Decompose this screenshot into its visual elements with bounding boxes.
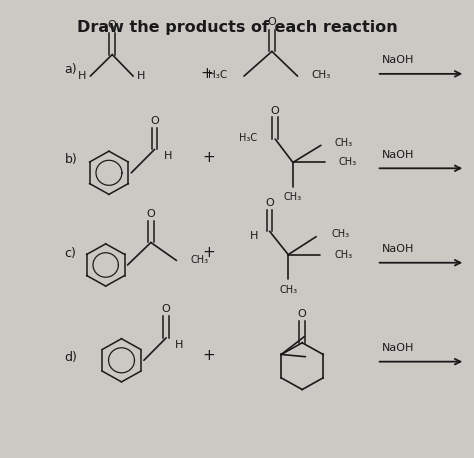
Text: H: H	[78, 71, 86, 81]
Text: d): d)	[65, 351, 78, 364]
Text: CH₃: CH₃	[284, 192, 302, 202]
Text: b): b)	[65, 153, 77, 166]
Text: CH₃: CH₃	[191, 256, 209, 266]
Text: Draw the products of each reaction: Draw the products of each reaction	[77, 20, 397, 35]
Text: NaOH: NaOH	[382, 244, 414, 254]
Text: +: +	[201, 66, 213, 82]
Text: NaOH: NaOH	[382, 150, 414, 160]
Text: CH₃: CH₃	[335, 138, 353, 148]
Text: H: H	[164, 151, 172, 161]
Text: +: +	[203, 150, 216, 165]
Text: O: O	[265, 198, 274, 208]
Text: O: O	[298, 310, 307, 319]
Text: O: O	[150, 116, 159, 126]
Text: CH₃: CH₃	[311, 70, 331, 80]
Text: CH₃: CH₃	[279, 285, 297, 294]
Text: H: H	[137, 71, 146, 81]
Text: CH₃: CH₃	[335, 250, 353, 260]
Text: NaOH: NaOH	[382, 55, 414, 65]
Text: O: O	[108, 20, 117, 30]
Text: +: +	[203, 348, 216, 363]
Text: a): a)	[65, 63, 77, 76]
Text: H₃C: H₃C	[209, 70, 228, 80]
Text: O: O	[271, 106, 280, 116]
Text: H₃C: H₃C	[239, 133, 257, 143]
Text: CH₃: CH₃	[338, 158, 356, 168]
Text: H: H	[174, 339, 183, 349]
Text: O: O	[162, 305, 171, 315]
Text: H: H	[250, 231, 258, 241]
Text: CH₃: CH₃	[331, 229, 349, 240]
Text: NaOH: NaOH	[382, 343, 414, 353]
Text: O: O	[267, 17, 276, 27]
Text: +: +	[203, 245, 216, 260]
Text: O: O	[146, 209, 155, 219]
Text: c): c)	[65, 247, 77, 260]
